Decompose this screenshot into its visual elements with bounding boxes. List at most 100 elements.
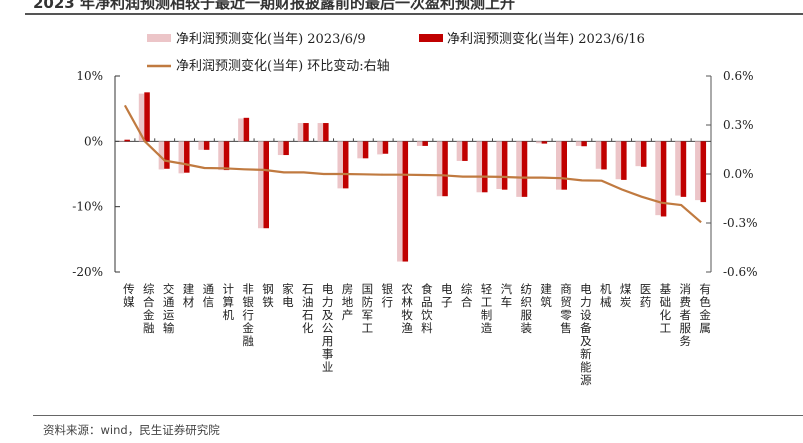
bar-series-2 <box>283 141 289 156</box>
footer-divider <box>33 415 803 416</box>
bar-series-2 <box>323 123 329 142</box>
legend-label-series-3: 净利润预测变化(当年) 环比变动:右轴 <box>176 58 390 74</box>
bar-series-2 <box>660 141 667 217</box>
bar-series-2 <box>422 141 428 146</box>
bar-series-2 <box>581 141 587 147</box>
bar-series-2 <box>184 141 190 173</box>
bar-series-1 <box>218 141 224 171</box>
bar-series-1 <box>575 141 582 146</box>
left-y-tick-label: -20% <box>72 265 103 279</box>
right-y-tick-label: 0.3% <box>723 118 754 132</box>
legend: 净利润预测变化(当年) 2023/6/9 净利润预测变化(当年) 2023/6/… <box>147 31 645 74</box>
x-tick-label: 基础化工 <box>658 283 672 335</box>
bar-series-2 <box>382 141 389 154</box>
bar-series-1 <box>476 141 483 193</box>
x-tick-label: 汽车 <box>499 282 513 309</box>
bar-series-2 <box>164 141 170 169</box>
legend-label-series-1: 净利润预测变化(当年) 2023/6/9 <box>176 31 366 47</box>
x-tick-label: 钢铁 <box>261 283 275 309</box>
bar-series-1 <box>436 141 443 197</box>
bar-series-1 <box>317 123 324 142</box>
bar-series-1 <box>556 141 562 190</box>
x-tick-label: 通信 <box>201 283 215 309</box>
x-tick-label: 商贸零售 <box>559 282 573 335</box>
bar-series-2 <box>640 141 647 167</box>
bar-series-2 <box>144 92 150 142</box>
legend-swatch-series-2 <box>419 34 443 42</box>
x-tick-label: 银行 <box>380 282 394 309</box>
legend-swatch-series-1 <box>147 34 171 42</box>
bar-series-2 <box>561 141 567 190</box>
x-tick-label: 食品饮料 <box>420 282 434 335</box>
bar-series-1 <box>337 141 343 189</box>
chart-title: 2023 年净利润预测相较于最近一期财报披露前的最后一次盈利预测上升 <box>33 0 515 12</box>
bar-series-2 <box>402 141 409 262</box>
x-tick-label: 交通运输 <box>162 282 176 335</box>
right-y-tick-label: -0.3% <box>723 216 758 230</box>
bar-series-1 <box>695 141 701 201</box>
title-divider <box>25 13 803 15</box>
source-note: 资料来源：wind，民生证券研究院 <box>43 423 220 437</box>
bar-series-1 <box>635 141 641 167</box>
bar-series-1 <box>655 141 661 216</box>
bar-series-2 <box>601 141 607 170</box>
bar-series-1 <box>198 141 204 150</box>
x-tick-label: 建材 <box>182 282 196 309</box>
x-tick-label: 农林牧渔 <box>400 282 414 335</box>
bar-series-2 <box>203 141 210 150</box>
x-tick-label: 石油石化 <box>301 283 315 335</box>
left-y-tick-label: 0% <box>84 134 103 148</box>
x-tick-label: 综合 <box>460 282 474 309</box>
x-tick-label: 建筑 <box>539 282 553 309</box>
x-tick-label: 计算机 <box>221 283 235 322</box>
bar-series-2 <box>462 141 468 161</box>
x-tick-label: 机械 <box>599 282 613 309</box>
left-y-tick-label: -10% <box>72 200 103 214</box>
bar-series-2 <box>700 141 707 203</box>
right-y-tick-label: 0.6% <box>723 69 754 83</box>
x-tick-label: 有色金属 <box>698 282 712 335</box>
bar-series-2 <box>541 141 548 144</box>
bar-series-1 <box>277 141 284 156</box>
bar-series-1 <box>297 123 304 142</box>
bar-series-2 <box>442 141 448 197</box>
bar-series-2 <box>362 141 369 159</box>
right-y-tick-label: -0.6% <box>723 265 758 279</box>
bar-series-1 <box>158 141 165 170</box>
x-tick-label: 煤炭 <box>619 283 633 309</box>
bar-series-1 <box>357 141 363 159</box>
bar-series-1 <box>397 141 403 262</box>
bar-series-1 <box>118 140 125 142</box>
bar-series-1 <box>496 141 502 190</box>
bar-series-2 <box>501 141 508 190</box>
bar-series-1 <box>178 141 185 174</box>
x-tick-label: 家电 <box>281 282 295 309</box>
x-tick-label: 纺织服装 <box>519 282 533 335</box>
bar-series-1 <box>456 141 463 161</box>
line-series-mom-change <box>123 104 702 224</box>
x-tick-label: 非银行金融 <box>241 283 255 348</box>
legend-label-series-2: 净利润预测变化(当年) 2023/6/16 <box>447 31 645 47</box>
bar-series-1 <box>536 141 542 144</box>
bar-series-2 <box>621 141 627 180</box>
x-tick-label: 综合金融 <box>142 282 156 335</box>
bar-series-2 <box>223 141 230 171</box>
x-tick-label: 消费者服务 <box>678 282 692 348</box>
bar-series-1 <box>238 118 244 142</box>
bar-series-2 <box>482 141 488 193</box>
bar-series-2 <box>303 123 309 142</box>
x-tick-label: 传媒 <box>122 282 136 309</box>
x-tick-label: 电力及公用事业 <box>321 283 335 374</box>
x-tick-label: 电子 <box>440 283 454 309</box>
bar-series-2 <box>680 141 687 197</box>
x-tick-label: 轻工制造 <box>480 282 494 335</box>
bar-series-1 <box>595 141 602 169</box>
bar-series-2 <box>124 139 130 142</box>
bar-series-2 <box>243 117 250 142</box>
bar-series-2 <box>342 141 349 189</box>
x-tick-label: 电力设备及新能源 <box>579 283 593 387</box>
bar-series-1 <box>258 141 264 229</box>
bar-series-1 <box>138 93 145 142</box>
bar-series-1 <box>615 141 622 180</box>
